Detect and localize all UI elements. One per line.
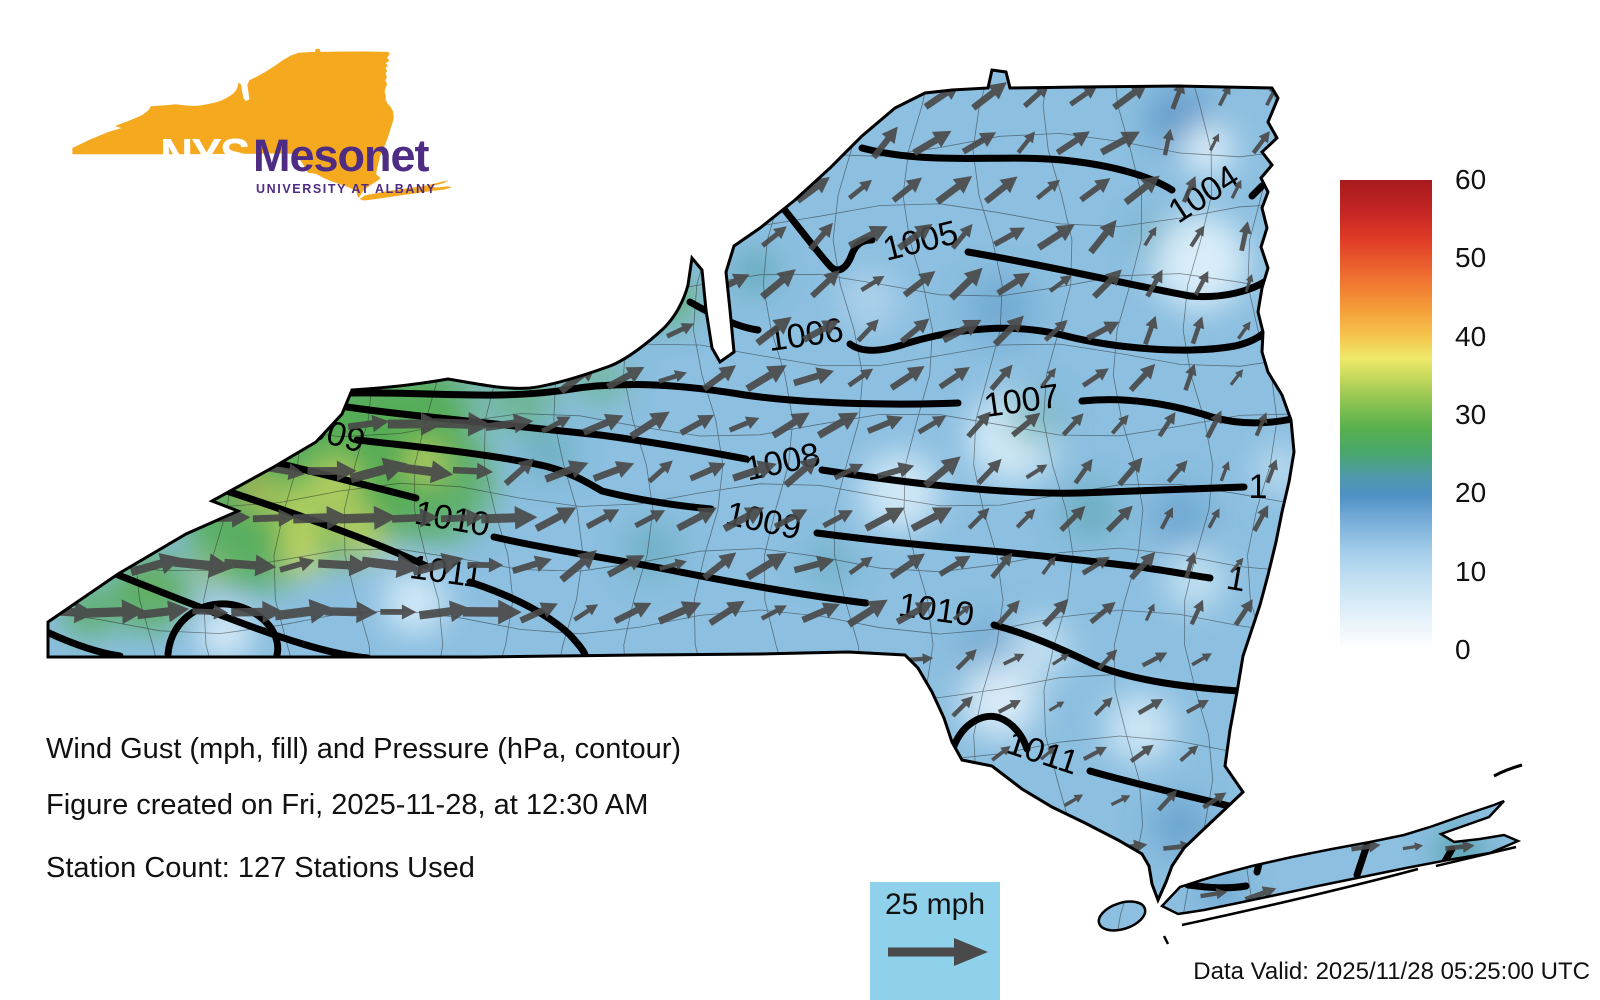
logo-state-shape	[72, 48, 394, 198]
logo-acronym: NYS	[160, 129, 251, 181]
logo-brand: Mesonet	[253, 130, 430, 181]
colorbar-tick-label: 0	[1455, 633, 1471, 665]
colorbar	[1340, 180, 1432, 650]
ny-state-logo-icon	[72, 48, 452, 201]
state-outline	[46, 68, 1523, 945]
colorbar-tick-label: 50	[1455, 242, 1487, 274]
nys-mesonet-logo: NYS Mesonet UNIVERSITY AT ALBANY	[40, 30, 460, 220]
reference-arrow-icon	[888, 938, 988, 966]
wind-arrows	[48, 81, 1475, 903]
colorbar-tick-label: 40	[1455, 320, 1487, 352]
station-count-text: Station Count: 127 Stations Used	[46, 852, 475, 884]
wind-reference-label: 25 mph	[884, 888, 986, 921]
colorbar-tick-label: 60	[1455, 164, 1487, 195]
colorbar-tick-label: 20	[1455, 477, 1487, 509]
colorbar-tick-label: 30	[1455, 398, 1487, 430]
contour-label: 1	[1249, 468, 1268, 506]
logo-subtitle: UNIVERSITY AT ALBANY	[256, 182, 437, 196]
figure-title: Wind Gust (mph, fill) and Pressure (hPa,…	[46, 733, 682, 765]
figure-created-text: Figure created on Fri, 2025-11-28, at 12…	[46, 789, 649, 821]
colorbar-tick-label: 10	[1455, 555, 1487, 587]
data-valid-timestamp: Data Valid: 2025/11/28 05:25:00 UTC	[1193, 958, 1590, 985]
wind-reference-legend: 25 mph	[870, 882, 1000, 1000]
